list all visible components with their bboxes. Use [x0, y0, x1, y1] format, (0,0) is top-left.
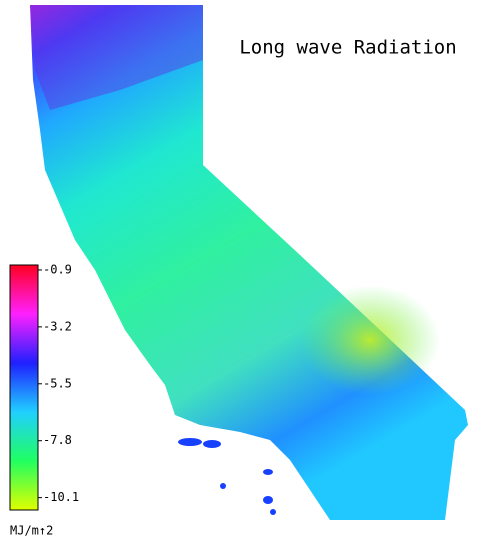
desert-highlight [300, 285, 440, 395]
colorbar [9, 264, 39, 511]
colorbar-tick-label: -0.9 [43, 262, 72, 276]
colorbar-unit: MJ/m↑2 [10, 524, 53, 538]
island [263, 469, 273, 475]
island [270, 509, 276, 515]
island [203, 440, 221, 448]
colorbar-tick-label: -3.2 [43, 319, 72, 333]
colorbar-tick-label: -10.1 [43, 490, 79, 504]
island [178, 438, 202, 446]
island [220, 483, 226, 489]
north-texture [30, 5, 203, 110]
island [263, 496, 273, 504]
colorbar-tick-label: -7.8 [43, 433, 72, 447]
colorbar-tick-label: -5.5 [43, 376, 72, 390]
map-title: Long wave Radiation [239, 37, 456, 59]
